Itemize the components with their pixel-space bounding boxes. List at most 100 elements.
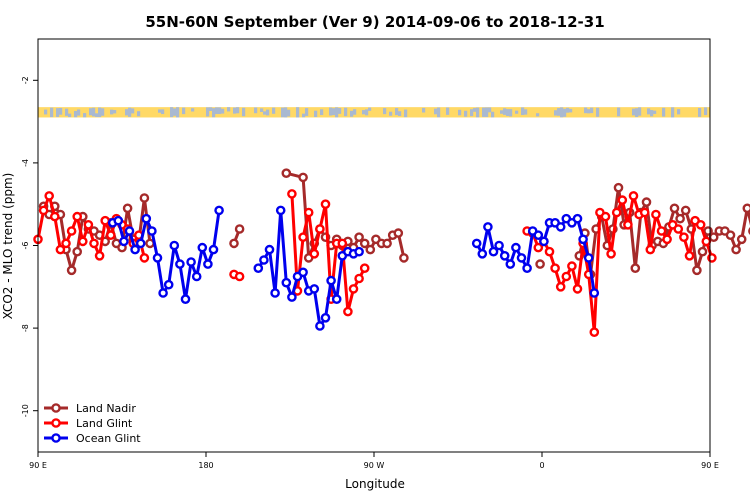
map-strip-ocean	[446, 107, 450, 115]
data-point	[695, 219, 706, 230]
data-point	[309, 248, 320, 259]
map-strip-ocean	[368, 107, 372, 111]
data-point	[555, 281, 566, 292]
map-strip-ocean	[434, 108, 438, 115]
data-point	[287, 189, 297, 199]
data-point	[365, 244, 376, 255]
data-point	[613, 182, 624, 193]
y-axis-label: XCO2 - MLO trend (ppm)	[1, 173, 15, 320]
map-strip-ocean	[131, 108, 135, 114]
map-strip-ocean	[671, 107, 675, 118]
map-strip-ocean	[236, 107, 240, 114]
map-strip-ocean	[362, 110, 366, 115]
data-point	[78, 236, 88, 247]
map-strip-ocean	[398, 111, 402, 116]
legend-label: Land Glint	[76, 417, 133, 430]
map-strip-ocean	[296, 107, 300, 118]
data-point	[742, 203, 750, 214]
data-point	[163, 279, 174, 290]
map-strip-ocean	[209, 107, 213, 111]
map-strip-ocean	[662, 107, 666, 117]
map-strip-ocean	[509, 109, 513, 117]
map-strip-ocean	[350, 110, 354, 117]
data-point	[38, 205, 49, 216]
data-point	[583, 253, 594, 263]
map-strip-ocean	[521, 107, 525, 115]
map-strip-ocean	[557, 108, 561, 116]
map-strip-ocean	[482, 107, 486, 117]
data-point	[264, 244, 275, 255]
map-strip-ocean	[302, 113, 306, 118]
map-strip-ocean	[404, 109, 408, 118]
data-point	[281, 277, 292, 288]
data-point	[72, 211, 82, 222]
data-point	[124, 226, 135, 236]
map-strip-ocean	[89, 108, 93, 116]
data-point	[539, 236, 549, 247]
data-point	[393, 228, 404, 238]
legend-swatch-marker	[51, 403, 61, 413]
data-point	[89, 238, 99, 249]
map-strip-ocean	[215, 107, 219, 115]
map-strip-ocean	[170, 107, 174, 118]
map-strip-ocean	[353, 109, 357, 115]
map-strip-ocean	[458, 109, 462, 116]
data-point	[679, 232, 689, 242]
data-point	[736, 234, 747, 245]
data-point	[617, 195, 628, 205]
data-point	[673, 224, 684, 234]
data-point	[692, 265, 702, 276]
map-strip-ocean	[329, 107, 333, 116]
data-point	[337, 238, 348, 249]
legend-item: Land Nadir	[44, 402, 136, 415]
data-point	[298, 172, 308, 183]
map-strip-ocean	[227, 107, 231, 112]
map-strip-ocean	[206, 107, 210, 117]
map-strip-ocean	[476, 107, 480, 118]
map-strip-ocean	[281, 107, 285, 118]
data-point	[253, 263, 264, 274]
map-strip-ocean	[560, 107, 564, 118]
map-strip-ocean	[182, 107, 186, 115]
data-point	[731, 244, 741, 255]
data-point	[152, 253, 163, 263]
data-point	[298, 267, 308, 278]
data-point	[83, 219, 94, 230]
map-strip-ocean	[263, 111, 267, 115]
data-point	[234, 271, 245, 282]
data-point	[175, 259, 185, 269]
data-point	[611, 207, 622, 218]
data-point	[662, 234, 672, 245]
data-point	[50, 211, 60, 222]
map-strip-ocean	[233, 107, 237, 114]
map-strip-ocean	[590, 107, 594, 114]
world-map-strip	[38, 107, 710, 118]
data-point	[641, 197, 652, 207]
map-strip-ocean	[422, 107, 426, 113]
map-strip-ocean	[503, 108, 507, 115]
data-point	[234, 224, 245, 234]
map-strip-ocean	[266, 109, 270, 116]
data-point	[315, 224, 325, 234]
data-point	[72, 246, 82, 257]
map-strip-ocean	[617, 107, 621, 117]
map-strip-ocean	[77, 109, 81, 116]
map-strip-ocean	[698, 107, 702, 117]
data-point	[303, 207, 314, 218]
x-axis-label: Longitude	[345, 477, 405, 491]
data-point	[320, 199, 331, 209]
map-strip-ocean	[638, 107, 642, 116]
map-strip-ocean	[647, 108, 651, 115]
map-strip-ocean	[92, 107, 96, 117]
x-tick-label: 90 W	[364, 461, 385, 470]
map-strip-ocean	[50, 107, 54, 118]
data-point	[382, 238, 392, 249]
y-axis-ticks: -2 -4 -6 -8 -10	[21, 76, 38, 417]
legend-item: Ocean Glint	[44, 432, 141, 445]
data-point	[544, 246, 555, 257]
legend: Land Nadir Land Glint Ocean Glint	[44, 402, 141, 445]
y-tick-label: -10	[21, 404, 30, 417]
map-strip-ocean	[68, 113, 72, 118]
map-strip-ocean	[704, 107, 708, 116]
